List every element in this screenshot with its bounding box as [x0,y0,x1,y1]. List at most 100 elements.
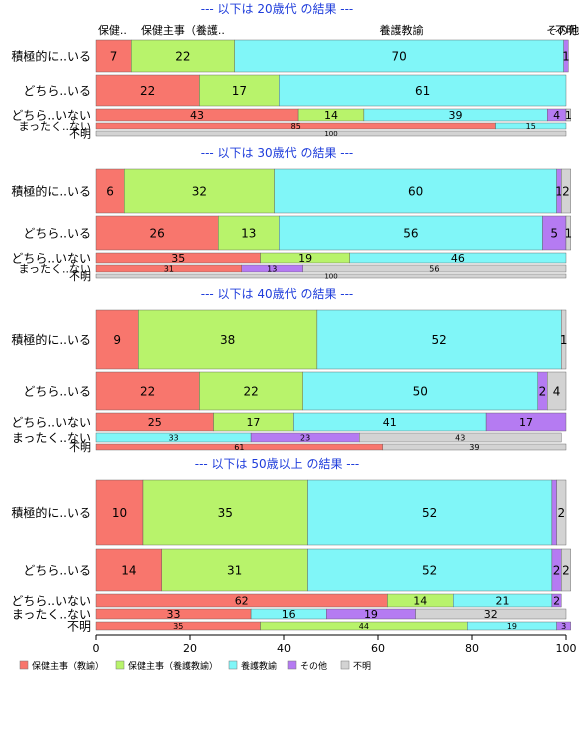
data-label: 2 [562,184,570,198]
data-label: 7 [110,49,118,63]
data-label: 43 [190,109,204,122]
data-label: 1 [565,226,573,240]
row-label: どちら..いる [23,384,91,398]
row-label: どちら..いない [11,415,91,429]
data-label: 52 [431,333,446,347]
row-label: どちら..いない [11,594,91,608]
x-tick-label: 40 [277,642,291,655]
data-label: 31 [227,563,242,577]
top-category-label: 保健主事（養護.. [141,23,225,37]
legend-label: 保健主事（養護教諭） [128,660,218,672]
data-label: 19 [507,622,517,631]
data-label: 1 [555,184,563,198]
data-label: 62 [235,594,249,607]
bar-segment [138,309,318,370]
data-label: 10 [112,506,127,520]
panel-title: --- 以下は 30歳代 の結果 --- [201,146,354,160]
x-tick-label: 60 [371,642,385,655]
data-label: 1 [565,109,572,122]
bar-segment [95,74,200,107]
panel: --- 以下は 40歳代 の結果 --- 積極的に..いる 9 38 52 1 どちら..い… [11,287,567,454]
data-label: 100 [324,273,337,281]
row-label: 不明 [69,441,91,454]
row-label: どちら..いない [11,251,91,265]
row-label: まったく..ない [12,607,91,621]
data-label: 13 [241,226,256,240]
bar-segment [565,108,571,122]
row-label: 積極的に..いる [11,332,91,347]
data-label: 14 [413,594,427,607]
x-tick-label: 80 [465,642,479,655]
legend-swatch [340,660,350,670]
data-label: 60 [408,184,423,198]
x-axis: 0 20 40 60 80 100 [93,634,577,655]
bar-segment [563,39,569,73]
data-label: 85 [291,122,301,131]
top-category-label: 不明 [555,24,577,37]
bar-segment [95,130,567,137]
row-label: 積極的に..いる [11,48,91,63]
legend-label: その他 [300,660,327,672]
data-label: 4 [553,109,560,122]
data-label: 52 [422,506,437,520]
data-label: 19 [298,252,312,265]
data-label: 21 [496,594,510,607]
bar-segment [359,432,562,443]
data-label: 100 [324,130,337,138]
data-label: 26 [149,226,164,240]
row-label: まったく..ない [18,120,91,133]
panel: --- 以下は 30歳代 の結果 ---積極的に..いる 6 32 60 1 2どちら..… [11,146,572,283]
data-label: 1 [560,333,568,347]
data-label: 2 [553,563,561,577]
bar-segment [556,479,567,546]
data-label: 4 [553,384,561,398]
bar-segment [274,168,557,214]
data-label: 43 [455,433,465,442]
data-label: 61 [234,443,244,452]
data-label: 25 [148,416,162,429]
bar-segment [95,168,125,214]
data-label: 39 [469,443,479,452]
panel-title: --- 以下は 20歳代 の結果 --- [201,2,354,16]
bar-segment [123,168,275,214]
bar-segment [131,39,235,73]
row-label: 不明 [69,270,91,283]
row-label: どちら..いる [23,84,91,98]
data-label: 56 [429,264,439,273]
legend-swatch [287,660,297,670]
legend-label: 保健主事（教諭） [32,660,104,672]
data-label: 41 [383,416,397,429]
bar-segment [556,621,571,631]
bar-segment [561,548,571,592]
data-label: 9 [113,333,121,347]
bar-segment [142,479,308,546]
data-label: 17 [519,416,533,429]
bar-segment [551,593,562,608]
panel-title: --- 以下は 50歳以上 の結果 --- [195,457,360,471]
legend-swatch [115,660,125,670]
data-label: 52 [422,563,437,577]
data-label: 39 [449,109,463,122]
bar-segment [382,443,567,451]
bar-segment [415,608,567,620]
top-category-label: 保健.. [98,23,127,37]
legend-swatch [228,660,238,670]
bar-segment [217,215,280,251]
data-label: 32 [484,608,498,621]
data-label: 2 [562,563,570,577]
data-label: 5 [550,226,558,240]
top-category-label: その他 [546,24,579,37]
data-label: 61 [415,84,430,98]
bar-segment [95,309,139,370]
data-label: 15 [526,122,536,131]
data-label: 38 [220,333,235,347]
data-label: 22 [140,384,155,398]
row-label: 積極的に..いる [11,183,91,198]
x-tick-label: 100 [556,642,577,655]
data-label: 14 [121,563,136,577]
data-label: 70 [392,49,407,63]
bar-segment [279,215,543,251]
panel: --- 以下は 50歳以上 の結果 --- 積極的に..いる 10 35 52 2 どちら.… [11,457,571,633]
row-label: どちら..いる [23,563,91,577]
legend-label: 養護教諭 [241,660,277,672]
